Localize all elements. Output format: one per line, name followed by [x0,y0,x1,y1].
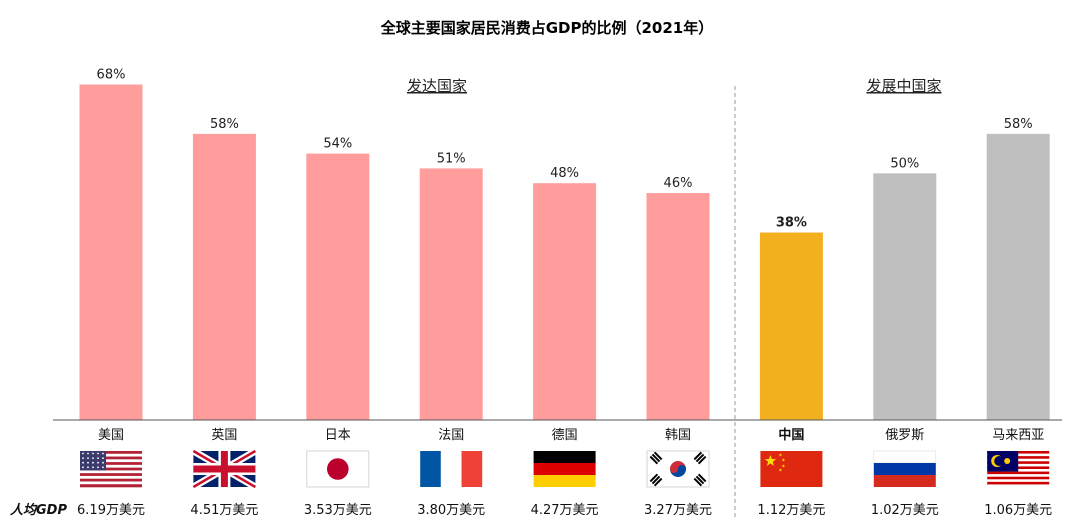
russia-flag [873,450,937,487]
flags-layer [80,447,1050,491]
bar-1 [192,133,256,420]
gdp-value-6: 1.12万美元 [757,503,825,518]
uk-flag [191,447,258,491]
bar-0 [79,84,143,421]
category-label-4: 德国 [552,428,578,443]
category-label-5: 韩国 [665,428,691,443]
bar-4 [533,183,597,420]
gdp-value-1: 4.51万美元 [190,503,258,518]
chart-title: 全球主要国家居民消费占GDP的比例（2021年） [380,19,714,37]
us-flag [80,451,142,488]
bar-8 [986,133,1050,420]
category-labels-layer: 美国 英国 日本 法国 德国 韩国 中国 俄罗斯 马来西亚 [98,427,1044,443]
germany-flag [533,451,596,487]
category-label-2: 日本 [325,428,351,443]
gdp-value-3: 3.80万美元 [417,503,485,518]
malaysia-flag [987,451,1050,488]
gdp-value-4: 4.27万美元 [531,503,599,518]
france-flag [420,451,483,487]
bar-5 [646,193,710,420]
group-label-developed: 发达国家 [407,77,467,95]
bar-7 [873,173,937,420]
china-flag [760,451,823,487]
bar-6 [759,232,823,420]
category-label-3: 法国 [438,428,464,443]
bars-layer [79,84,1050,421]
category-label-1: 英国 [211,428,237,443]
bar-2 [306,153,370,420]
value-label-8: 58% [1004,117,1033,132]
gdp-value-8: 1.06万美元 [984,503,1052,518]
gdp-labels-layer: 6.19万美元 4.51万美元 3.53万美元 3.80万美元 4.27万美元 3.27万… [77,503,1052,518]
category-label-7: 俄罗斯 [885,428,924,443]
gdp-value-0: 6.19万美元 [77,503,145,518]
gdp-value-2: 3.53万美元 [304,503,372,518]
bar-3 [419,168,483,420]
value-label-7: 50% [890,156,919,171]
korea-flag [646,450,710,488]
japan-flag [306,450,370,488]
value-label-0: 68% [97,68,126,83]
category-label-6: 中国 [778,427,804,443]
category-label-0: 美国 [98,428,124,443]
gdp-per-capita-label: 人均GDP [10,502,67,518]
gdp-value-7: 1.02万美元 [871,503,939,518]
value-label-6: 38% [776,216,807,231]
value-label-3: 51% [437,151,466,166]
value-label-1: 58% [210,117,239,132]
value-label-4: 48% [550,166,579,181]
gdp-value-5: 3.27万美元 [644,503,712,518]
value-label-2: 54% [323,137,352,152]
group-label-developing: 发展中国家 [866,77,941,95]
value-label-5: 46% [664,176,693,191]
value-labels-layer: 68% 58% 54% 51% 48% 46% 38% 50% 58% [97,68,1033,231]
category-label-8: 马来西亚 [992,428,1044,443]
